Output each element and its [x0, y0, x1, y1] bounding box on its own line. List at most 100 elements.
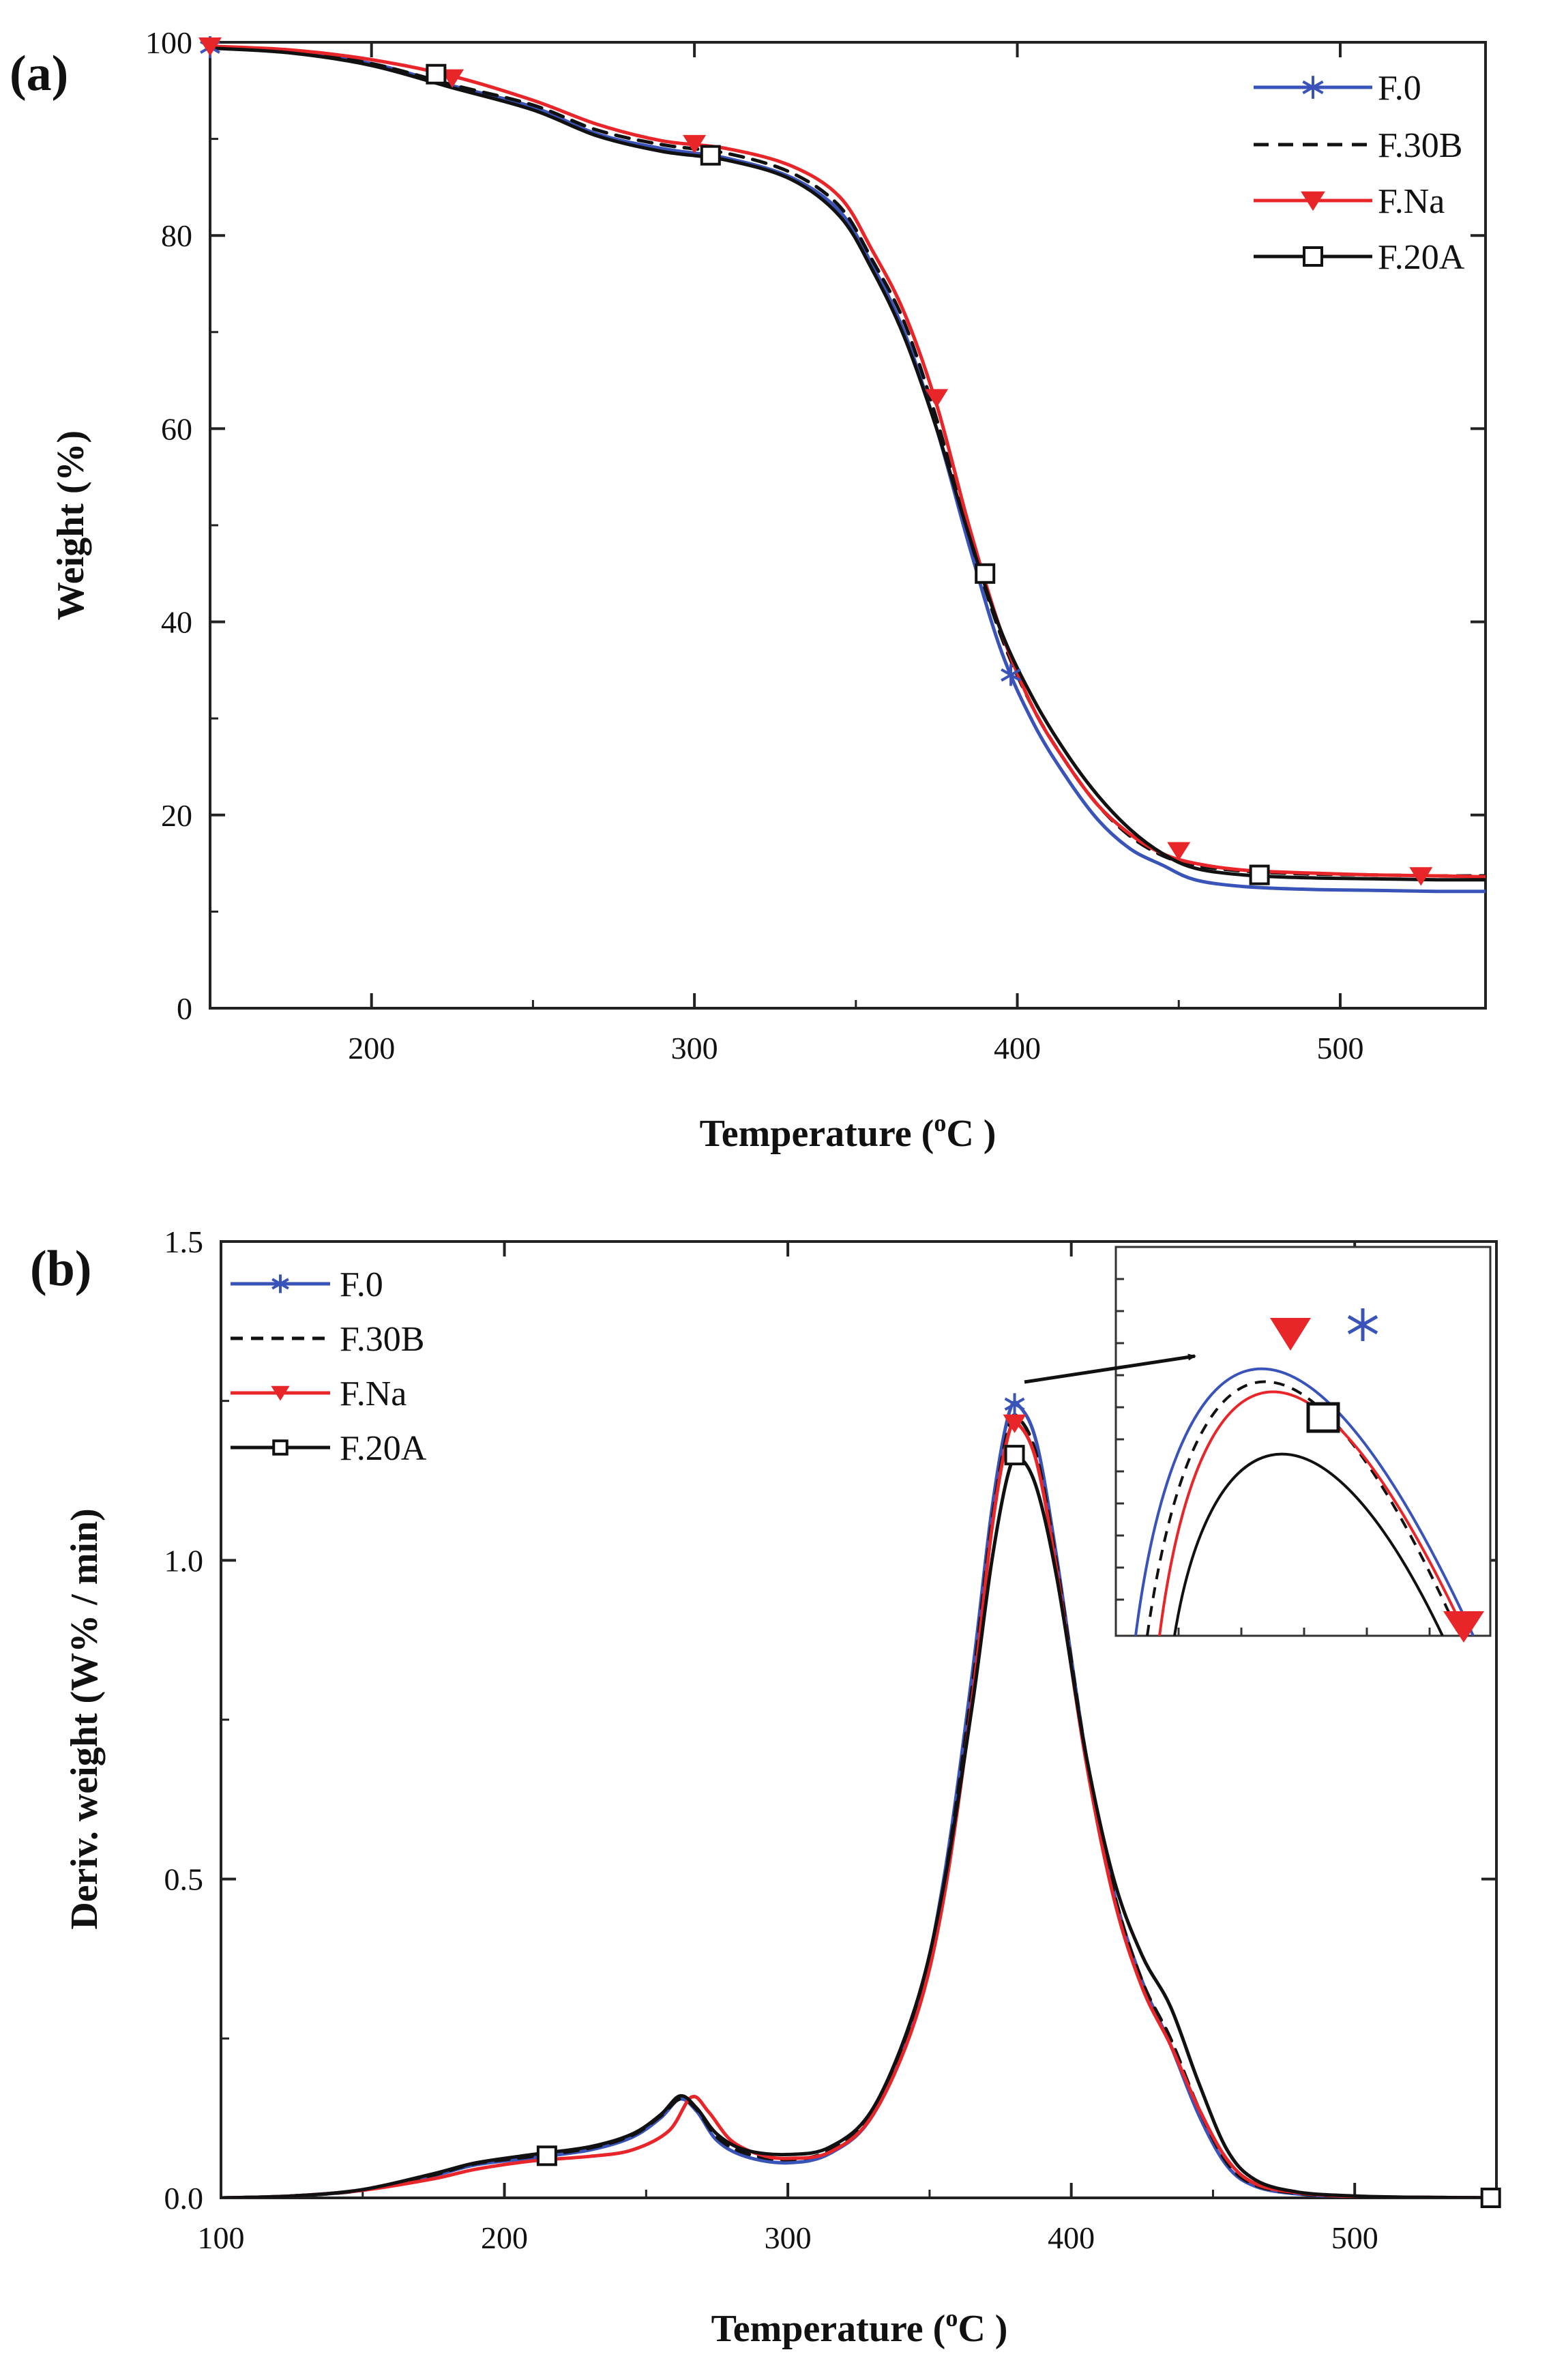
legend-a-entry-fna: F.Na	[1254, 182, 1445, 221]
legend-a-star-marker	[1302, 76, 1324, 99]
panel-a: (a) 200 300 400 500 0 20 40 60 80 100 Temperature…	[10, 25, 1487, 1155]
x-tick-label-b-500: 500	[1331, 2220, 1378, 2255]
y-tick-label-a-0: 0	[177, 991, 192, 1026]
series-line-a-fna	[210, 44, 1486, 879]
y-tick-label-a-20: 20	[161, 798, 192, 833]
inset-curve-f0	[1134, 1367, 1475, 1636]
y-tick-label-b-0.0: 0.0	[164, 2181, 204, 2216]
legend-a-entry-f0: F.0	[1254, 69, 1421, 108]
legend-b-square-glyph	[272, 1439, 289, 1456]
y-axis-title-b: Deriv. weight (W% / min)	[63, 1508, 106, 1929]
legend-b-triangle-glyph	[271, 1385, 290, 1401]
legend-b-triangle-marker	[271, 1385, 290, 1401]
x-tick-label-a-200: 200	[348, 1031, 395, 1066]
x-tick-label-b-200: 200	[481, 2220, 528, 2255]
legend-b-entry-f0: F.0	[231, 1265, 383, 1304]
x-axis-title-b-rest: C )	[958, 2308, 1007, 2350]
data-marker-a-fna-0	[198, 37, 222, 57]
inset-arrow	[1024, 1353, 1196, 1384]
legend-b-entry-fna: F.Na	[231, 1375, 407, 1413]
x-tick-label-a-300: 300	[671, 1031, 718, 1066]
data-marker-a-fna-1	[441, 69, 464, 88]
markers-group-b	[536, 1393, 1501, 2208]
legend-a-label-f30b: F.30B	[1378, 126, 1462, 165]
legend-b-label-f20a: F.20A	[340, 1429, 427, 1468]
legend-b-star-marker	[271, 1274, 289, 1293]
inset-frame	[1114, 1246, 1492, 1637]
legend-b: F.0 F.30B F.Na F.20A	[231, 1265, 427, 1468]
inset-curves	[1134, 1367, 1475, 1636]
legend-a-triangle-marker	[1301, 191, 1325, 211]
data-marker-b-f20a-0	[536, 2145, 557, 2166]
markers-group-a	[198, 36, 1433, 886]
series-line-a-f20a	[210, 46, 1486, 882]
legend-b-square-marker	[272, 1439, 289, 1456]
panel-a-label: (a)	[10, 46, 68, 102]
x-axis-title-a-rest: C )	[946, 1113, 996, 1155]
y-tick-label-a-80: 80	[161, 218, 192, 253]
legend-a-entry-f20a: F.20A	[1254, 238, 1465, 277]
legend-b-entry-f20a: F.20A	[231, 1429, 427, 1468]
x-axis-title-b: Temperature (oC )	[711, 2304, 1008, 2350]
series-line-b-f20a	[221, 1454, 1496, 2198]
inset-zoom	[1114, 1246, 1492, 1643]
series-line-a-f30b	[210, 45, 1486, 878]
y-tick-label-a-40: 40	[161, 605, 192, 640]
panel-b: (b) 100 200 300 400 500 0.0 0.5 1.0 1.5	[30, 1224, 1501, 2350]
y-tick-label-a-60: 60	[161, 411, 192, 446]
panel-b-label: (b)	[30, 1241, 91, 1297]
data-marker-a-f20a-1	[700, 145, 721, 166]
x-axis-title-b-main: Temperature (	[711, 2308, 946, 2350]
legend-a-label-fna: F.Na	[1378, 182, 1445, 221]
series-group-b	[221, 1400, 1496, 2198]
legend-a-label-f0: F.0	[1378, 69, 1421, 108]
legend-a-label-f20a: F.20A	[1378, 238, 1465, 277]
x-axis-title-a-sup: o	[934, 1109, 946, 1136]
legend-b-entry-f30b: F.30B	[231, 1320, 424, 1359]
inset-curve-fna	[1158, 1390, 1468, 1636]
legend-b-star-glyph	[271, 1274, 289, 1293]
y-tick-label-b-0.5: 0.5	[164, 1862, 204, 1897]
data-marker-a-fna-2	[683, 134, 707, 154]
inset-curve-f30b	[1146, 1380, 1461, 1636]
data-marker-a-f20a-2	[975, 563, 996, 584]
legend-a-square-marker	[1303, 246, 1323, 267]
x-axis-title-a: Temperature (oC )	[700, 1109, 996, 1155]
data-marker-a-f0-1	[1001, 664, 1021, 686]
inset-curve-f20a	[1173, 1452, 1444, 1636]
x-tick-label-a-500: 500	[1316, 1031, 1363, 1066]
inset-triangle-marker-bottom	[1443, 1611, 1484, 1643]
inset-square-marker	[1306, 1402, 1340, 1433]
data-marker-b-f0-0	[1004, 1393, 1025, 1415]
x-tick-label-a-400: 400	[994, 1031, 1041, 1066]
data-marker-a-f20a-0	[426, 63, 447, 85]
legend-b-label-fna: F.Na	[340, 1375, 407, 1413]
x-tick-label-b-100: 100	[198, 2220, 245, 2255]
plot-area-a	[209, 41, 1487, 1010]
legend-a-square-glyph	[1303, 246, 1323, 267]
x-axis-title-a-main: Temperature (	[700, 1113, 934, 1155]
legend-a: F.0 F.30B F.Na F.20A	[1254, 69, 1465, 277]
y-tick-label-b-1.0: 1.0	[164, 1543, 204, 1578]
data-marker-a-fna-4	[1167, 842, 1191, 861]
legend-a-entry-f30b: F.30B	[1254, 126, 1462, 165]
x-tick-label-b-300: 300	[765, 2220, 812, 2255]
inset-triangle-marker-top	[1270, 1318, 1311, 1351]
data-marker-a-f20a-3	[1249, 864, 1270, 885]
data-marker-b-f20a-2	[1480, 2188, 1501, 2208]
data-marker-a-fna-3	[925, 389, 949, 408]
legend-b-label-f0: F.0	[340, 1265, 383, 1304]
axis-ticks-a: 200 300 400 500 0 20 40 60 80 100	[145, 25, 1486, 1066]
x-axis-title-b-sup: o	[945, 2304, 958, 2332]
legend-a-star-glyph	[1302, 76, 1324, 99]
inset-ticks	[1116, 1278, 1431, 1636]
inset-markers	[1270, 1308, 1484, 1643]
data-marker-a-fna-5	[1409, 867, 1433, 886]
series-group-a	[210, 44, 1486, 894]
legend-a-triangle-glyph	[1301, 191, 1325, 211]
data-marker-b-fna-0	[1003, 1414, 1026, 1433]
y-axis-title-a: Weight (%)	[50, 430, 92, 620]
legend-b-label-f30b: F.30B	[340, 1320, 424, 1359]
inset-star-marker	[1347, 1308, 1378, 1341]
